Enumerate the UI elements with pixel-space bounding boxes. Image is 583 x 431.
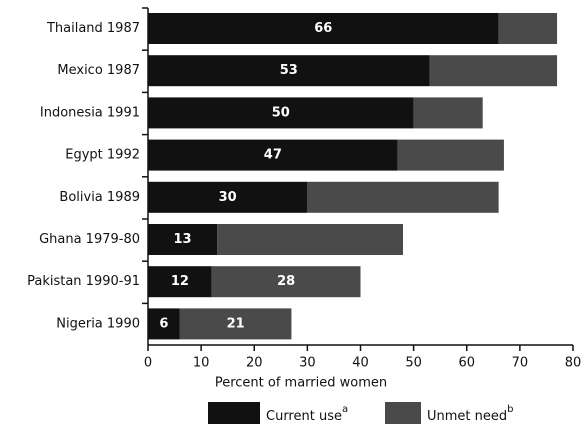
- x-tick-label: 0: [144, 356, 152, 371]
- bar-segment: [217, 224, 403, 255]
- bar-segment: [148, 308, 180, 340]
- bar-segment: [397, 139, 504, 171]
- legend-label: Unmet needb: [427, 404, 514, 424]
- value-label: 6: [159, 316, 168, 331]
- x-tick-label: 20: [246, 356, 263, 371]
- y-tick-label: Thailand 1987: [46, 21, 140, 36]
- x-tick-label: 60: [458, 356, 475, 371]
- legend-name: Unmet need: [427, 409, 507, 424]
- value-label: 21: [227, 316, 245, 331]
- x-tick-label: 30: [299, 356, 316, 371]
- x-tick-label: 40: [352, 356, 369, 371]
- y-tick-label: Egypt 1992: [65, 148, 140, 163]
- bar-segment: [498, 13, 558, 44]
- bar-segment: [148, 55, 430, 87]
- value-label: 30: [219, 190, 237, 205]
- legend-footnote: b: [507, 404, 513, 415]
- value-label: 53: [280, 63, 298, 78]
- y-tick-label: Bolivia 1989: [59, 190, 140, 205]
- legend-footnote: a: [342, 404, 348, 415]
- bar-segment: [148, 266, 212, 298]
- y-tick-label: Nigeria 1990: [56, 316, 140, 331]
- value-label: 50: [272, 105, 290, 120]
- bar-segment: [148, 224, 218, 255]
- x-tick-label: 80: [565, 356, 582, 371]
- legend-swatch: [385, 402, 421, 424]
- value-label: 28: [277, 274, 295, 289]
- bar-segment: [211, 266, 361, 298]
- bar-segment: [429, 55, 558, 87]
- value-label: 12: [171, 274, 189, 289]
- legend-swatch: [208, 402, 260, 424]
- legend-name: Current use: [266, 409, 342, 424]
- bar-segment: [148, 139, 398, 171]
- bar-segment: [148, 97, 414, 129]
- bar-segment: [148, 181, 308, 213]
- y-tick-label: Mexico 1987: [57, 63, 140, 78]
- bar-segment: [148, 13, 499, 44]
- bar-segment: [307, 181, 499, 213]
- x-tick-label: 10: [193, 356, 210, 371]
- y-tick-label: Pakistan 1990-91: [27, 274, 140, 289]
- x-tick-label: 50: [405, 356, 422, 371]
- y-tick-label: Indonesia 1991: [40, 105, 140, 120]
- legend-label: Current usea: [266, 404, 348, 424]
- value-label: 13: [173, 232, 191, 247]
- value-label: 47: [264, 148, 282, 163]
- value-label: 66: [314, 21, 332, 36]
- bar-segment: [179, 308, 292, 340]
- x-axis-title: Percent of married women: [215, 376, 387, 391]
- bar-segment: [413, 97, 483, 129]
- y-tick-label: Ghana 1979-80: [39, 232, 140, 247]
- x-tick-label: 70: [512, 356, 529, 371]
